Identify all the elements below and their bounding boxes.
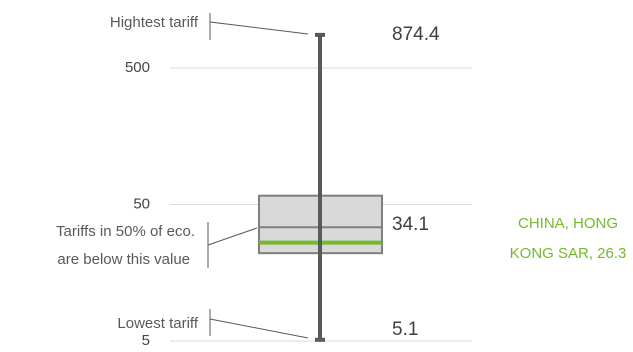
highlight-label-line2: KONG SAR, 26.3 bbox=[510, 245, 627, 262]
lowest-tariff-annotation: Lowest tariff bbox=[117, 315, 198, 332]
max-value-label: 874.4 bbox=[392, 24, 440, 45]
y-tick-label-500: 500 bbox=[125, 59, 150, 76]
highest-tariff-leader bbox=[209, 13, 309, 40]
median-annotation-line1: Tariffs in 50% of eco. bbox=[56, 223, 195, 240]
median-value-label: 34.1 bbox=[392, 214, 429, 235]
min-value-label: 5.1 bbox=[392, 319, 418, 340]
y-tick-label-50: 50 bbox=[133, 195, 150, 212]
median-annotation-line2: are below this value bbox=[57, 251, 190, 268]
highlight-label-line1: CHINA, HONG bbox=[518, 215, 618, 232]
lowest-tariff-leader bbox=[209, 309, 309, 339]
y-tick-label-5: 5 bbox=[142, 332, 150, 349]
median-leader bbox=[207, 222, 258, 268]
highest-tariff-annotation: Hightest tariff bbox=[110, 14, 199, 31]
